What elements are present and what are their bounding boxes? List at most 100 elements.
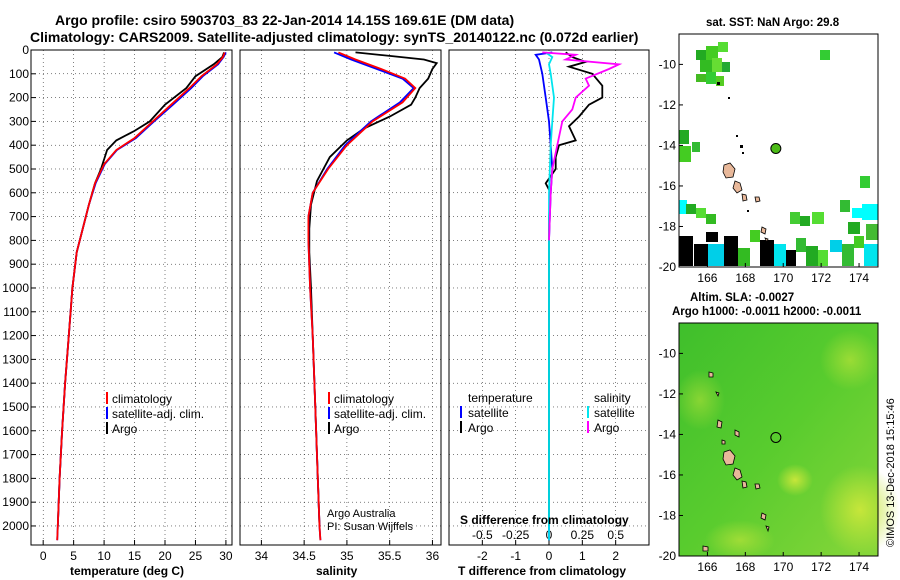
difference-lines (534, 51, 623, 541)
s-tick-label: -0.25 (502, 528, 530, 542)
sst-cell (706, 214, 716, 224)
depth-tick-label: 0 (22, 43, 29, 57)
sst-cell (848, 222, 860, 234)
sst-cell (866, 224, 878, 240)
legend-climatology-label: climatology (112, 392, 172, 406)
sst-cell (706, 72, 716, 84)
sst-cell (760, 240, 774, 266)
sst-cell (708, 244, 724, 266)
legend-t-satellite-label: satellite (468, 406, 509, 420)
legend-satellite-label: satellite-adj. clim. (112, 407, 204, 421)
sst-cell (696, 208, 706, 218)
island (741, 193, 748, 202)
lat-tick-label: -18 (659, 508, 677, 522)
sla-highlights (675, 330, 900, 560)
annotation-line-2: PI: Susan Wijffels (327, 521, 413, 533)
difference-legend: temperature salinity satellite Argo sate… (460, 391, 635, 435)
island (734, 429, 740, 438)
sst-cell (694, 244, 708, 266)
depth-tick-label: 1300 (2, 352, 29, 366)
legend-satellite-label: satellite-adj. clim. (334, 407, 426, 421)
sla-blob (705, 520, 775, 560)
x-tick-label: -2 (477, 549, 488, 563)
sst-cell (696, 50, 706, 60)
sst-cell (862, 204, 878, 220)
island (760, 226, 767, 235)
sst-cell (820, 50, 830, 60)
island (741, 480, 748, 489)
x-tick-label: 34.5 (292, 549, 316, 563)
sla-map-frame (678, 322, 879, 557)
sst-small-islands (717, 82, 749, 212)
temperature-panel: 0100200300400500600700800900100011001200… (2, 43, 233, 578)
lat-tick-label: -16 (659, 179, 677, 193)
depth-tick-label: 700 (9, 210, 29, 224)
depth-tick-label: 1200 (2, 329, 29, 343)
legend-t-argo-label: Argo (468, 421, 494, 435)
temperature-xlabel: temperature (deg C) (70, 564, 184, 578)
islet (728, 97, 730, 99)
depth-tick-label: 300 (9, 114, 29, 128)
depth-tick-label: 500 (9, 162, 29, 176)
lon-tick-label: 166 (697, 560, 717, 574)
islet (742, 152, 744, 154)
sla-latitude-ticks: -10 -12 -14 -16 -18 -20 (659, 346, 683, 563)
sst-cell (706, 232, 718, 242)
argo-location-marker (770, 142, 782, 154)
sst-islands (722, 162, 769, 244)
sla-map-panel: Altim. SLA: -0.0027 Argo h1000: -0.0011 … (659, 292, 900, 574)
sla-longitude-ticks: 166 168 170 172 174 (697, 552, 869, 574)
sla-map-title-1: Altim. SLA: -0.0027 (690, 292, 794, 304)
lat-tick-label: -18 (659, 219, 677, 233)
x-tick-label: 30 (219, 549, 233, 563)
depth-tick-label: 1600 (2, 424, 29, 438)
depth-tick-label: 800 (9, 233, 29, 247)
sst-cell (692, 142, 700, 152)
island (715, 391, 720, 398)
lat-tick-label: -14 (659, 427, 677, 441)
islet (736, 135, 738, 137)
x-tick-label: -1 (510, 549, 521, 563)
s-tick-label: 0.25 (571, 528, 595, 542)
s-difference-xlabel: S difference from climatology (460, 513, 629, 527)
lon-tick-label: 172 (811, 271, 831, 285)
legend-argo-label: Argo (112, 422, 138, 436)
sst-cell (840, 200, 850, 212)
island (708, 371, 714, 378)
sst-cell (818, 250, 828, 266)
island (716, 419, 723, 429)
sst-longitude-ticks: 166 168 170 172 174 (697, 263, 869, 285)
sla-blob (777, 464, 813, 496)
sst-cells (679, 42, 878, 266)
s-tick-label: -0.5 (472, 528, 493, 542)
lon-tick-label: 174 (849, 271, 869, 285)
annotation-line-1: Argo Australia (327, 508, 396, 520)
salinity-xlabel: salinity (316, 564, 358, 578)
temperature-legend: climatology satellite-adj. clim. Argo (106, 392, 204, 436)
sst-cell (722, 62, 730, 72)
lon-tick-label: 168 (735, 271, 755, 285)
lat-tick-label: -10 (659, 346, 677, 360)
lon-tick-label: 170 (773, 560, 793, 574)
watermark: ©IMOS 13-Dec-2018 15:15:46 (885, 398, 897, 547)
lat-tick-label: -12 (659, 387, 677, 401)
legend-temperature-title: temperature (468, 391, 533, 405)
island (702, 545, 709, 552)
depth-tick-label: 1100 (3, 305, 29, 319)
t-difference-xlabel: T difference from climatology (458, 564, 626, 578)
sst-cell (812, 212, 824, 224)
sla-map-title-2: Argo h1000: -0.0011 h2000: -0.0011 (672, 306, 862, 318)
sst-cell (679, 130, 689, 144)
salinity-lines (307, 51, 439, 541)
sst-cell (774, 244, 786, 266)
sla-blob (820, 330, 880, 390)
lat-tick-label: -20 (659, 549, 677, 563)
salinity-tick-labels: 34 34.5 35 35.5 36 (255, 540, 439, 563)
lat-tick-label: -20 (659, 260, 677, 274)
depth-tick-label: 1400 (2, 376, 29, 390)
sst-cell (854, 236, 864, 248)
series-line-argo (56, 52, 225, 527)
lat-tick-label: -10 (659, 57, 677, 71)
x-tick-label: 0 (546, 549, 553, 563)
